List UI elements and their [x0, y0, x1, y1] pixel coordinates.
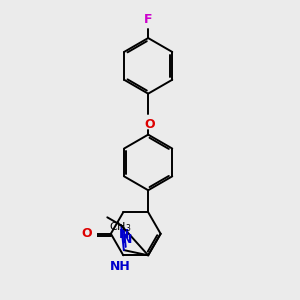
- Text: N: N: [119, 228, 129, 241]
- Text: N: N: [122, 233, 132, 246]
- Text: F: F: [144, 13, 152, 26]
- Text: O: O: [144, 118, 155, 131]
- Text: NH: NH: [110, 260, 131, 273]
- Text: CH$_3$: CH$_3$: [109, 220, 131, 234]
- Text: O: O: [81, 227, 92, 240]
